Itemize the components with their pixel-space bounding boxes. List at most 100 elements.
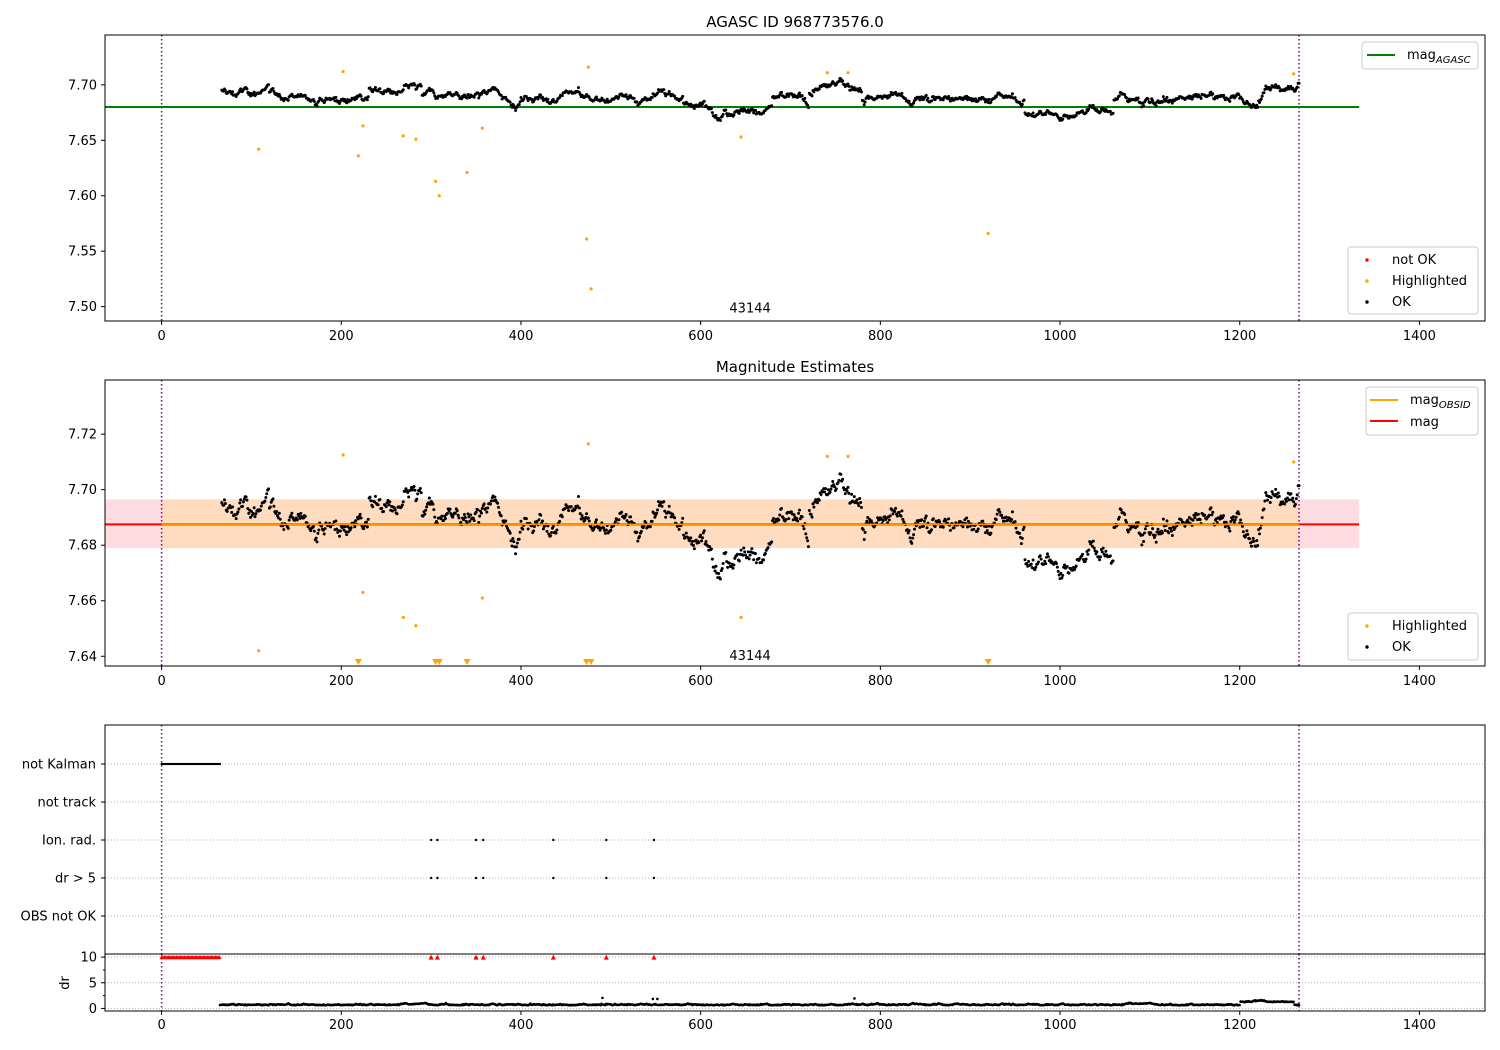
ok-point: [983, 531, 987, 535]
ok-point: [718, 577, 722, 581]
ok-point: [780, 90, 784, 94]
panel-dr-vlines: [160, 954, 1300, 1011]
ok-point: [315, 540, 319, 544]
panel-magnitude-title: Magnitude Estimates: [716, 358, 874, 376]
ok-point: [272, 504, 276, 508]
ok-point: [839, 472, 843, 476]
ok-point: [1207, 513, 1211, 517]
ok-point: [800, 515, 804, 519]
ok-point: [421, 514, 425, 518]
ok-point: [906, 531, 910, 535]
ok-point: [1169, 529, 1173, 533]
ok-point: [912, 527, 916, 531]
ok-point: [512, 540, 516, 544]
ok-point: [809, 513, 813, 517]
ok-point: [1142, 531, 1146, 535]
ok-point: [316, 531, 320, 535]
ok-point: [317, 528, 321, 532]
ok-point: [359, 516, 363, 520]
ok-point: [1223, 525, 1227, 529]
capped-dr-marker: [473, 954, 479, 960]
highlighted-point: [434, 179, 438, 183]
ok-point: [419, 84, 423, 88]
ok-point: [724, 551, 728, 555]
ok-point: [1256, 544, 1260, 548]
ok-point: [753, 552, 757, 556]
ok-point: [555, 528, 559, 532]
ok-point: [944, 518, 948, 522]
highlighted-point: [986, 231, 990, 236]
ok-point: [440, 514, 444, 518]
ok-point: [277, 511, 281, 515]
dr-gt5-point: [429, 876, 433, 880]
ok-point: [1257, 532, 1261, 536]
ok-point: [1151, 98, 1155, 102]
dr-point: [601, 996, 604, 1000]
ok-point: [391, 509, 394, 513]
ok-point: [627, 520, 631, 524]
ok-point: [1179, 518, 1183, 522]
ok-point: [891, 512, 895, 516]
ok-point: [1199, 96, 1203, 100]
ok-point: [918, 525, 922, 529]
x-tick-label: 200: [329, 674, 354, 689]
ok-point: [508, 531, 512, 535]
ok-point: [1090, 544, 1094, 548]
ok-point: [697, 104, 701, 108]
ok-point: [456, 513, 460, 517]
ok-point: [249, 515, 253, 519]
ok-point: [1264, 491, 1268, 495]
ok-point: [514, 108, 518, 112]
ok-point: [317, 99, 321, 103]
ok-point: [736, 552, 739, 556]
ok-point: [985, 529, 989, 533]
ok-point: [282, 99, 286, 103]
ok-point: [691, 539, 695, 543]
ok-point: [972, 527, 976, 531]
ok-point: [479, 511, 483, 515]
ok-point: [549, 534, 553, 538]
ok-point: [900, 509, 904, 513]
ok-point: [1257, 101, 1261, 105]
ok-point: [994, 518, 998, 522]
highlighted-point: [341, 453, 345, 457]
ok-point: [1170, 101, 1174, 105]
panel-dr-gridlines: [105, 956, 1485, 1009]
ok-point: [1227, 526, 1231, 530]
ok-point: [930, 99, 934, 103]
ok-point: [496, 501, 500, 505]
ok-point: [1156, 527, 1160, 531]
ok-point: [989, 100, 993, 104]
ok-point: [1193, 516, 1197, 520]
highlighted-point: [401, 134, 405, 138]
ok-point: [667, 90, 671, 94]
panel-agasc-line-legend: magAGASC: [1361, 41, 1479, 70]
ok-point: [974, 97, 978, 101]
ok-point: [829, 487, 833, 491]
ok-point: [415, 497, 419, 501]
panel-flags-frame: [104, 724, 1486, 1012]
legend-box: [1347, 246, 1479, 315]
ok-point: [907, 99, 911, 103]
ok-point: [1207, 93, 1211, 97]
ok-point: [275, 510, 279, 514]
ok-point: [1183, 524, 1187, 528]
ok-point: [416, 492, 420, 496]
ok-point: [1246, 532, 1250, 536]
ok-point: [432, 91, 436, 95]
ok-point: [762, 558, 766, 562]
y-tick-label: 7.65: [68, 134, 97, 149]
ok-point: [371, 505, 375, 509]
ok-point: [231, 90, 235, 94]
ok-point: [303, 94, 307, 98]
ok-point: [731, 566, 735, 570]
ok-point: [230, 510, 234, 514]
ok-point: [1013, 520, 1017, 524]
ok-point: [888, 93, 892, 97]
ok-point: [486, 506, 490, 510]
ok-point: [373, 494, 377, 498]
ok-point: [852, 495, 856, 499]
ok-point: [244, 495, 248, 499]
ok-point: [961, 525, 965, 529]
ok-point: [267, 83, 271, 87]
